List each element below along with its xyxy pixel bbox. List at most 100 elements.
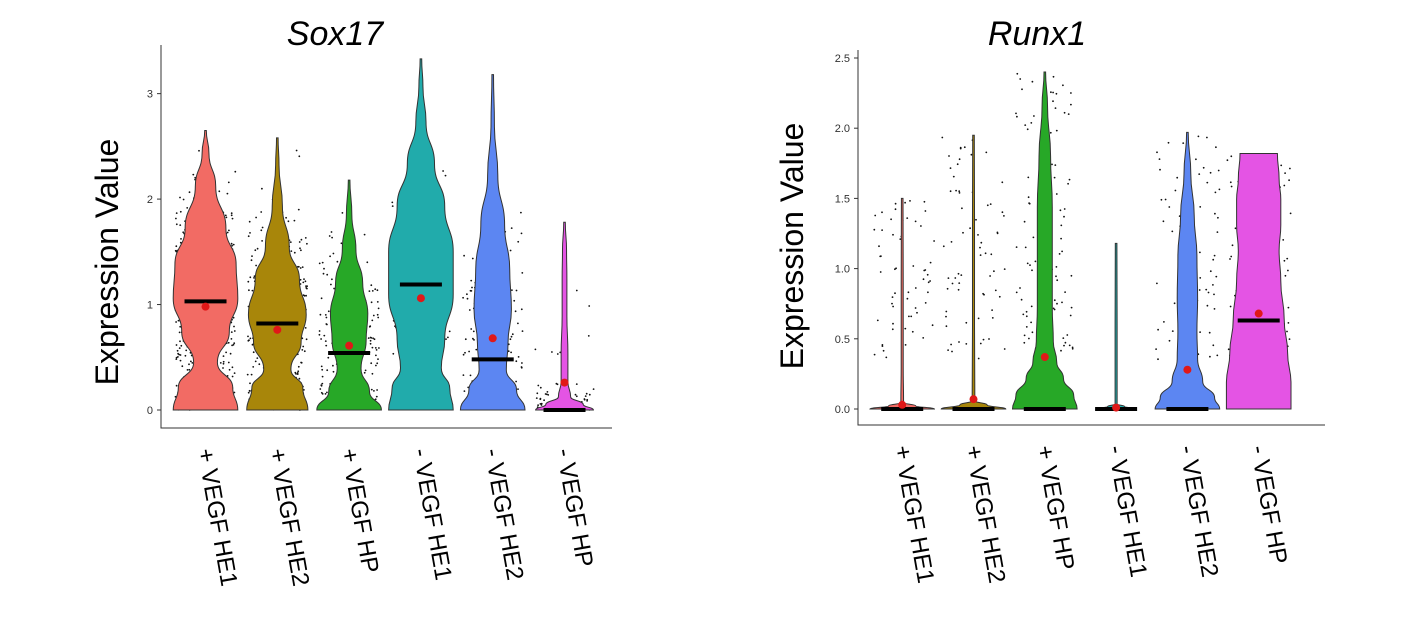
scatter-point	[575, 289, 578, 292]
mean-point	[1040, 353, 1049, 362]
scatter-point	[198, 149, 200, 152]
scatter-point	[1016, 72, 1019, 75]
violin-2	[940, 134, 1007, 410]
sox17-ylabel: Expression Value	[89, 139, 125, 386]
scatter-point	[372, 314, 375, 317]
scatter-point	[1056, 279, 1059, 282]
scatter-point	[1059, 209, 1062, 212]
scatter-point	[960, 274, 963, 276]
violin-1	[869, 197, 936, 410]
scatter-point	[256, 247, 259, 250]
scatter-point	[958, 192, 961, 194]
scatter-point	[231, 366, 234, 369]
runx1-panel: Runx1 Expression Value 0.0 0.5 1.0 1.5 2.0 2.…	[774, 15, 1325, 585]
runx1-summary-marks	[881, 309, 1280, 412]
scatter-point	[894, 202, 897, 205]
scatter-point	[899, 238, 902, 241]
scatter-point	[1218, 188, 1221, 191]
scatter-point	[222, 362, 225, 365]
scatter-point	[587, 335, 590, 337]
scatter-point	[945, 325, 948, 328]
scatter-point	[1230, 255, 1233, 258]
scatter-point	[1056, 302, 1058, 305]
scatter-point	[1053, 176, 1056, 179]
scatter-point	[1016, 115, 1018, 118]
scatter-point	[233, 372, 236, 374]
scatter-point	[993, 270, 995, 273]
scatter-point	[299, 267, 302, 269]
scatter-point	[255, 264, 257, 267]
scatter-point	[188, 368, 191, 371]
scatter-point	[879, 255, 882, 258]
scatter-point	[295, 149, 298, 152]
scatter-point	[225, 216, 228, 219]
scatter-point	[1280, 164, 1283, 167]
scatter-point	[1234, 227, 1237, 230]
scatter-point	[977, 357, 980, 360]
scatter-point	[305, 294, 307, 297]
scatter-point	[253, 277, 255, 279]
scatter-point	[1209, 270, 1212, 273]
scatter-point	[326, 391, 328, 394]
scatter-point	[1055, 266, 1058, 268]
scatter-point	[1064, 291, 1066, 293]
scatter-point	[463, 390, 466, 392]
scatter-point	[463, 254, 465, 257]
scatter-point	[231, 244, 234, 247]
scatter-point	[175, 245, 178, 248]
violin-3	[1012, 71, 1078, 410]
scatter-point	[1024, 124, 1027, 126]
scatter-point	[1070, 103, 1072, 106]
scatter-point	[298, 241, 301, 243]
scatter-point	[1217, 169, 1220, 172]
scatter-point	[949, 167, 952, 170]
violin-2	[246, 137, 309, 411]
scatter-point	[370, 284, 373, 287]
scatter-point	[298, 377, 301, 380]
scatter-point	[321, 368, 324, 371]
scatter-point	[881, 345, 884, 347]
scatter-point	[224, 214, 227, 217]
scatter-point	[584, 395, 587, 397]
scatter-point	[1198, 289, 1201, 291]
scatter-point	[1061, 301, 1063, 304]
scatter-point	[297, 208, 300, 211]
scatter-point	[1028, 337, 1030, 340]
scatter-point	[520, 366, 523, 369]
scatter-point	[182, 231, 185, 234]
scatter-point	[543, 399, 545, 402]
scatter-point	[231, 375, 234, 378]
scatter-point	[1003, 215, 1005, 217]
scatter-point	[179, 224, 182, 227]
scatter-point	[323, 267, 325, 270]
scatter-point	[177, 319, 180, 322]
scatter-point	[965, 343, 968, 345]
scatter-point	[1155, 348, 1157, 350]
scatter-point	[248, 389, 251, 392]
scatter-point	[894, 292, 896, 295]
scatter-point	[892, 233, 894, 236]
scatter-point	[891, 328, 894, 331]
scatter-point	[1215, 146, 1217, 149]
scatter-point	[376, 313, 379, 316]
scatter-point	[1199, 251, 1201, 254]
scatter-point	[950, 343, 952, 346]
scatter-point	[229, 352, 232, 355]
scatter-point	[989, 275, 991, 277]
scatter-point	[247, 391, 250, 394]
scatter-point	[179, 340, 181, 343]
mean-point	[273, 325, 282, 334]
scatter-point	[941, 136, 944, 139]
mean-point	[969, 395, 978, 404]
scatter-point	[250, 259, 253, 262]
scatter-point	[1015, 291, 1018, 294]
scatter-point	[1034, 260, 1037, 263]
scatter-point	[371, 290, 374, 292]
scatter-point	[330, 231, 333, 233]
scatter-point	[375, 395, 378, 398]
scatter-point	[1070, 274, 1073, 277]
scatter-point	[370, 362, 373, 365]
scatter-point	[1060, 349, 1062, 352]
scatter-point	[295, 373, 297, 375]
scatter-point	[377, 316, 380, 319]
